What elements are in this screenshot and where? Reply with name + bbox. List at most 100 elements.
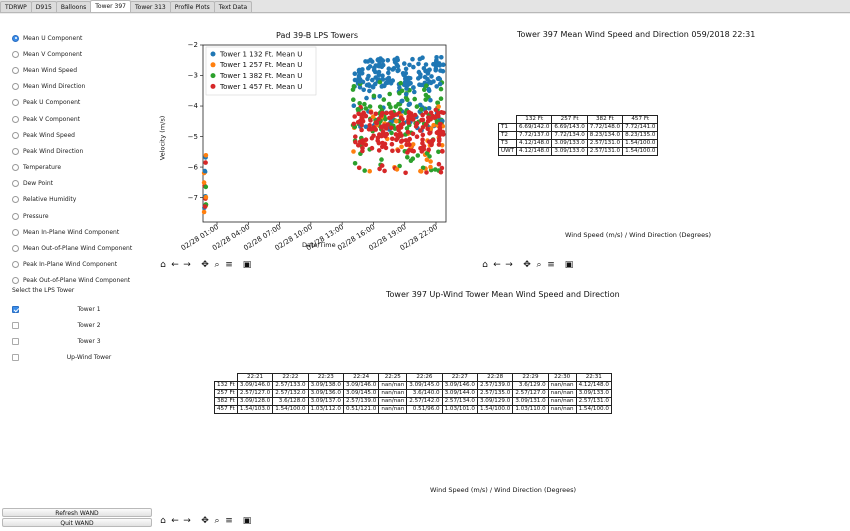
table-cell: 1.03/112.0 bbox=[307, 405, 344, 414]
table-cell: 3.09/128.0 bbox=[236, 397, 274, 406]
zoom-icon[interactable]: ⌕ bbox=[536, 260, 542, 270]
radio-label: Mean Wind Direction bbox=[23, 83, 86, 91]
tower-checkbox-tower-3[interactable]: Tower 3 bbox=[12, 333, 162, 349]
table-cell: 3.09/133.0 bbox=[575, 389, 612, 398]
radio-button[interactable] bbox=[12, 99, 19, 107]
tab-tdrwp[interactable]: TDRWP bbox=[0, 1, 32, 12]
radio-option-peak-wind-speed[interactable]: Peak Wind Speed bbox=[12, 127, 162, 143]
radio-option-peak-out-of-plane-wind-component[interactable]: Peak Out-of-Plane Wind Component bbox=[12, 273, 162, 289]
zoom-icon[interactable]: ⌕ bbox=[214, 516, 220, 526]
data-point bbox=[436, 104, 441, 109]
radio-button[interactable] bbox=[12, 164, 19, 172]
data-point bbox=[379, 163, 385, 168]
data-point bbox=[203, 160, 208, 165]
pan-icon[interactable]: ✥ bbox=[201, 260, 209, 270]
tower-checkbox-tower-1[interactable]: Tower 1 bbox=[12, 301, 162, 317]
back-arrow-icon[interactable]: ← bbox=[171, 516, 179, 526]
radio-option-pressure[interactable]: Pressure bbox=[12, 208, 162, 224]
data-point bbox=[398, 107, 403, 112]
radio-button[interactable] bbox=[12, 147, 19, 155]
checkbox[interactable] bbox=[12, 321, 19, 329]
home-icon[interactable]: ⌂ bbox=[160, 260, 166, 270]
radio-option-relative-humidity[interactable]: Relative Humidity bbox=[12, 192, 162, 208]
checkbox[interactable] bbox=[12, 354, 19, 362]
radio-option-peak-in-plane-wind-component[interactable]: Peak In-Plane Wind Component bbox=[12, 257, 162, 273]
radio-option-mean-wind-speed[interactable]: Mean Wind Speed bbox=[12, 62, 162, 78]
radio-button[interactable] bbox=[12, 66, 19, 74]
data-point bbox=[403, 92, 409, 97]
data-point bbox=[376, 116, 382, 122]
radio-button[interactable] bbox=[12, 277, 19, 285]
radio-option-mean-u-component[interactable]: Mean U Component bbox=[12, 30, 162, 46]
zoom-icon[interactable]: ⌕ bbox=[214, 260, 220, 270]
radio-button[interactable] bbox=[12, 83, 19, 91]
configure-subplots-icon[interactable]: ≡ bbox=[225, 260, 233, 270]
radio-button[interactable] bbox=[12, 228, 19, 236]
save-icon[interactable]: ▣ bbox=[564, 260, 574, 270]
pan-icon[interactable]: ✥ bbox=[523, 260, 531, 270]
table-row: 457 Ft 1.54/103.0 1.54/100.0 1.03/112.0 0.51… bbox=[214, 405, 612, 414]
quit-button[interactable]: Quit WAND bbox=[2, 518, 152, 527]
radio-button[interactable] bbox=[12, 131, 19, 139]
radio-option-peak-v-component[interactable]: Peak V Component bbox=[12, 111, 162, 127]
radio-button[interactable] bbox=[12, 261, 19, 269]
checkbox[interactable] bbox=[12, 305, 19, 313]
tab-d915[interactable]: D915 bbox=[30, 1, 57, 12]
radio-button[interactable] bbox=[12, 115, 19, 123]
forward-arrow-icon[interactable]: → bbox=[183, 516, 191, 526]
back-arrow-icon[interactable]: ← bbox=[493, 260, 501, 270]
back-arrow-icon[interactable]: ← bbox=[171, 260, 179, 270]
data-point bbox=[203, 194, 209, 200]
radio-button[interactable] bbox=[12, 50, 19, 58]
y-tick-label: −2 bbox=[188, 41, 198, 49]
configure-subplots-icon[interactable]: ≡ bbox=[225, 516, 233, 526]
checkbox[interactable] bbox=[12, 337, 19, 345]
radio-option-temperature[interactable]: Temperature bbox=[12, 160, 162, 176]
tab-profile-plots[interactable]: Profile Plots bbox=[169, 1, 215, 12]
tower-checkbox-tower-2[interactable]: Tower 2 bbox=[12, 317, 162, 333]
radio-button[interactable] bbox=[12, 180, 19, 188]
forward-arrow-icon[interactable]: → bbox=[183, 260, 191, 270]
data-point bbox=[374, 120, 380, 126]
radio-option-peak-u-component[interactable]: Peak U Component bbox=[12, 95, 162, 111]
column-header: 22:26 bbox=[406, 373, 443, 382]
tab-tower-313[interactable]: Tower 313 bbox=[130, 1, 171, 12]
data-point bbox=[367, 168, 372, 174]
configure-subplots-icon[interactable]: ≡ bbox=[547, 260, 555, 270]
tower-checkbox-up-wind-tower[interactable]: Up-Wind Tower bbox=[12, 350, 162, 366]
data-point bbox=[403, 170, 408, 176]
data-point bbox=[438, 169, 444, 175]
save-icon[interactable]: ▣ bbox=[242, 516, 252, 526]
data-point bbox=[353, 134, 358, 139]
radio-button[interactable] bbox=[12, 34, 19, 42]
radio-button[interactable] bbox=[12, 196, 19, 204]
save-icon[interactable]: ▣ bbox=[242, 260, 252, 270]
radio-option-mean-out-of-plane-wind-component[interactable]: Mean Out-of-Plane Wind Component bbox=[12, 240, 162, 256]
forward-arrow-icon[interactable]: → bbox=[505, 260, 513, 270]
data-point bbox=[387, 115, 392, 121]
column-header: 22:24 bbox=[342, 373, 380, 382]
radio-button[interactable] bbox=[12, 212, 19, 220]
home-icon[interactable]: ⌂ bbox=[160, 516, 166, 526]
pan-icon[interactable]: ✥ bbox=[201, 516, 209, 526]
radio-option-mean-in-plane-wind-component[interactable]: Mean In-Plane Wind Component bbox=[12, 224, 162, 240]
tab-balloons[interactable]: Balloons bbox=[55, 1, 92, 12]
refresh-button[interactable]: Refresh WAND bbox=[2, 508, 152, 517]
home-icon[interactable]: ⌂ bbox=[482, 260, 488, 270]
table1-title: Tower 397 Mean Wind Speed and Direction … bbox=[517, 30, 756, 39]
column-header: 22:21 bbox=[236, 373, 274, 382]
data-point bbox=[371, 133, 376, 139]
radio-button[interactable] bbox=[12, 245, 19, 253]
radio-option-mean-v-component[interactable]: Mean V Component bbox=[12, 46, 162, 62]
radio-option-mean-wind-direction[interactable]: Mean Wind Direction bbox=[12, 79, 162, 95]
data-point bbox=[438, 86, 444, 92]
tab-tower-397[interactable]: Tower 397 bbox=[90, 0, 131, 12]
radio-option-dew-point[interactable]: Dew Point bbox=[12, 176, 162, 192]
data-point bbox=[351, 121, 357, 127]
table-cell: 2.57/134.0 bbox=[441, 397, 478, 406]
data-point bbox=[401, 72, 406, 78]
tab-text-data[interactable]: Text Data bbox=[213, 1, 253, 12]
radio-option-peak-wind-direction[interactable]: Peak Wind Direction bbox=[12, 143, 162, 159]
data-point bbox=[202, 204, 208, 209]
data-point bbox=[395, 64, 401, 69]
